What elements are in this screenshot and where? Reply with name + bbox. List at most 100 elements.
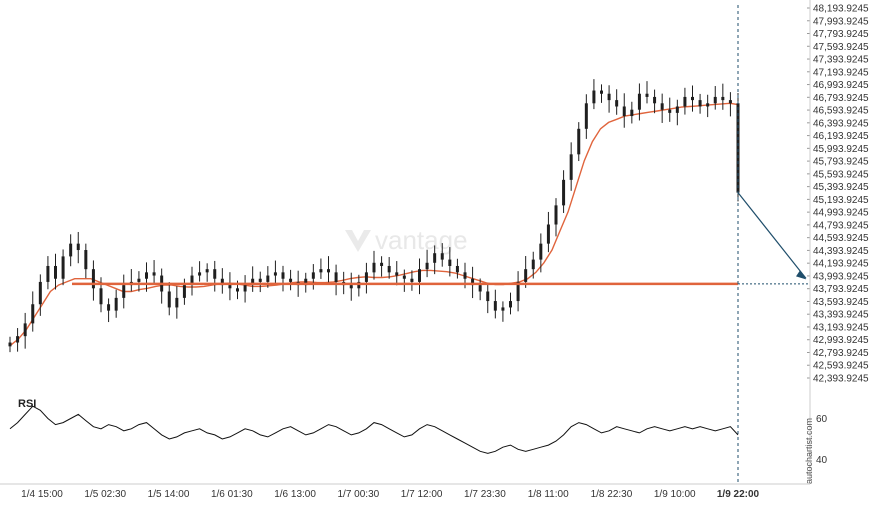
candle-body xyxy=(228,285,232,289)
candle-body xyxy=(364,272,368,282)
candle-body xyxy=(501,307,505,311)
candle-body xyxy=(319,269,323,273)
candle-body xyxy=(615,100,619,107)
candle-body xyxy=(728,100,732,104)
time-tick-label: 1/8 11:00 xyxy=(528,489,569,500)
candle-body xyxy=(524,269,528,282)
candle-body xyxy=(357,281,361,289)
projection-arrow-line xyxy=(737,192,807,279)
candle-body xyxy=(114,297,118,311)
candle-body xyxy=(175,297,179,308)
candle-body xyxy=(493,301,497,311)
price-tick-label: 46,193.9245 xyxy=(813,131,869,142)
candle-body xyxy=(569,154,573,180)
candle-body xyxy=(660,103,664,110)
time-tick-label: 1/5 14:00 xyxy=(148,489,190,500)
candle-body xyxy=(167,291,171,308)
time-tick-label: 1/9 22:00 xyxy=(717,489,760,500)
candle-body xyxy=(349,285,353,289)
candle-body xyxy=(607,93,611,101)
candle-body xyxy=(463,272,467,279)
time-tick-label: 1/7 12:00 xyxy=(401,489,443,500)
candle-body xyxy=(372,262,376,273)
price-tick-label: 42,993.9245 xyxy=(813,335,869,346)
candle-body xyxy=(402,275,406,279)
candle-body xyxy=(122,285,126,298)
candle-body xyxy=(182,285,186,298)
candle-body xyxy=(69,243,73,257)
watermark: vantage xyxy=(345,225,468,255)
time-tick-label: 1/9 10:00 xyxy=(654,489,696,500)
rsi-tick-label: 40 xyxy=(816,455,828,466)
candle-body xyxy=(554,205,558,225)
price-tick-label: 47,593.9245 xyxy=(813,42,869,53)
support-layer xyxy=(72,5,810,484)
candle-body xyxy=(736,103,740,193)
price-tick-label: 47,993.9245 xyxy=(813,16,869,27)
price-tick-label: 46,593.9245 xyxy=(813,106,869,117)
price-tick-label: 44,793.9245 xyxy=(813,220,869,231)
price-tick-label: 43,793.9245 xyxy=(813,284,869,295)
price-tick-label: 42,793.9245 xyxy=(813,348,869,359)
price-tick-label: 44,593.9245 xyxy=(813,233,869,244)
candle-body xyxy=(145,272,148,279)
brand-label: autochartist.com xyxy=(804,418,814,484)
candle-body xyxy=(243,285,247,292)
candle-body xyxy=(410,278,414,282)
candle-body xyxy=(91,269,95,289)
price-tick-label: 48,193.9245 xyxy=(813,4,869,15)
candle-body xyxy=(251,278,255,286)
price-tick-label: 47,193.9245 xyxy=(813,67,869,78)
candle-body xyxy=(258,278,262,282)
candle-body xyxy=(327,269,330,273)
candle-body xyxy=(84,250,88,270)
candle-body xyxy=(380,262,384,266)
candle-body xyxy=(546,224,550,244)
price-tick-label: 45,993.9245 xyxy=(813,144,869,155)
price-tick-label: 44,993.9245 xyxy=(813,208,869,219)
price-tick-label: 44,193.9245 xyxy=(813,259,869,270)
candle-body xyxy=(31,304,35,324)
candle-body xyxy=(273,272,277,276)
rsi-title: RSI xyxy=(18,398,36,410)
candle-body xyxy=(645,93,649,97)
candle-body xyxy=(433,253,437,263)
time-tick-label: 1/7 00:30 xyxy=(338,489,380,500)
watermark-logo-icon xyxy=(345,230,371,252)
candle-body xyxy=(137,278,141,282)
rsi-panel: RSI 60 40 xyxy=(9,398,828,466)
time-tick-label: 1/7 23:30 xyxy=(464,489,506,500)
candle-body xyxy=(713,96,717,104)
candle-body xyxy=(592,90,596,104)
candle-body xyxy=(99,288,103,305)
candle-body xyxy=(683,96,687,107)
candle-body xyxy=(668,109,672,113)
candle-body xyxy=(706,103,710,107)
candle-body xyxy=(281,272,285,279)
price-tick-label: 46,793.9245 xyxy=(813,93,869,104)
time-tick-label: 1/5 02:30 xyxy=(84,489,126,500)
rsi-tick-label: 60 xyxy=(816,414,828,425)
time-axis: 1/4 15:00 1/5 02:30 1/5 14:00 1/6 01:30 1/6 … xyxy=(0,483,810,500)
candle-body xyxy=(213,269,217,279)
candle-body xyxy=(448,259,452,266)
candle-body xyxy=(16,336,20,343)
watermark-text: vantage xyxy=(375,225,468,255)
time-tick-label: 1/8 22:30 xyxy=(591,489,633,500)
candle-body xyxy=(38,281,42,305)
candle-body xyxy=(76,243,80,251)
price-tick-label: 43,193.9245 xyxy=(813,322,869,333)
price-tick-label: 45,793.9245 xyxy=(813,157,869,168)
candle-body xyxy=(8,342,12,347)
candle-body xyxy=(516,281,520,302)
candle-body xyxy=(471,278,475,286)
candle-body xyxy=(509,301,512,308)
candle-body xyxy=(630,109,634,117)
price-tick-label: 46,393.9245 xyxy=(813,118,869,129)
candle-body xyxy=(486,291,490,302)
price-tick-label: 46,993.9245 xyxy=(813,80,869,91)
candle-body xyxy=(23,323,27,337)
